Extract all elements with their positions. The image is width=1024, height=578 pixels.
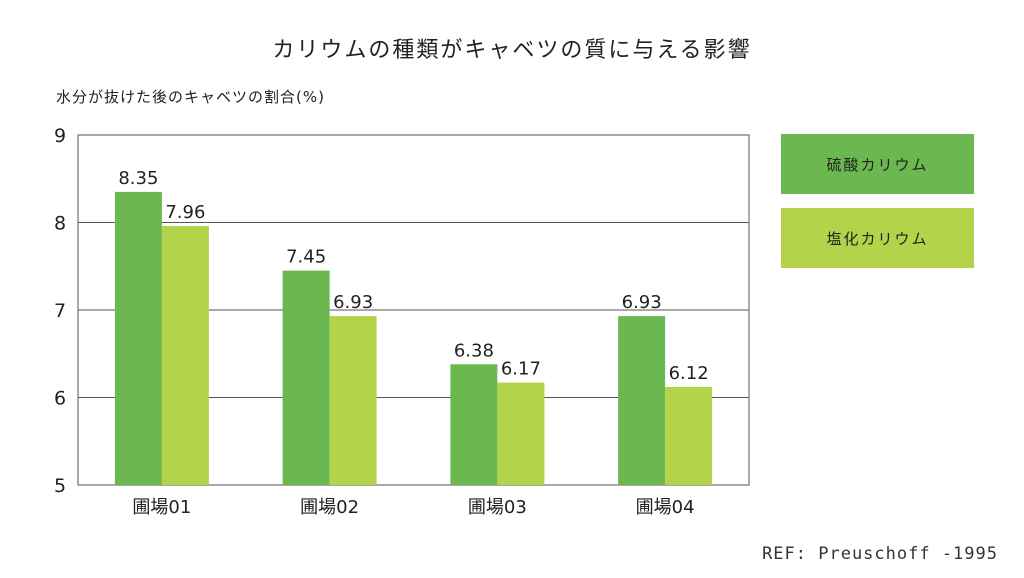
source-reference: REF: Preuschoff -1995 [762, 544, 998, 564]
y-tick-label: 8 [54, 213, 66, 235]
legend-item-potassium-chloride: 塩化カリウム [781, 208, 974, 268]
bar [665, 387, 713, 485]
legend-label-potassium-sulfate: 硫酸カリウム [826, 155, 929, 174]
bar-value-label: 8.35 [118, 168, 158, 189]
bar-value-label: 6.93 [333, 292, 373, 313]
bar-value-label: 6.38 [454, 340, 494, 361]
y-axis-label: 水分が抜けた後のキャベツの割合(%) [56, 88, 325, 106]
y-tick-label: 9 [54, 125, 66, 147]
bar [450, 364, 498, 485]
bar-value-label: 6.93 [622, 292, 662, 313]
y-tick-label: 5 [54, 475, 66, 497]
bar [329, 316, 377, 485]
bar-value-label: 7.96 [165, 202, 205, 223]
x-category-label: 圃場01 [132, 497, 191, 518]
legend-item-potassium-sulfate: 硫酸カリウム [781, 134, 974, 194]
legend-label-potassium-chloride: 塩化カリウム [826, 229, 929, 248]
x-category-label: 圃場03 [468, 497, 527, 518]
plot-frame [77, 134, 750, 486]
bar-value-label: 7.45 [286, 247, 326, 268]
bar [161, 226, 209, 485]
bar [282, 270, 330, 485]
y-tick-label: 6 [54, 388, 66, 410]
chart-title: カリウムの種類がキャベツの質に与える影響 [272, 38, 752, 63]
y-tick-label: 7 [54, 300, 66, 322]
bar [114, 191, 162, 485]
bar [618, 316, 666, 485]
x-category-label: 圃場02 [300, 497, 359, 518]
x-category-label: 圃場04 [636, 497, 695, 518]
bar-value-label: 6.17 [501, 359, 541, 380]
bar-value-label: 6.12 [669, 363, 709, 384]
bar [497, 382, 545, 485]
